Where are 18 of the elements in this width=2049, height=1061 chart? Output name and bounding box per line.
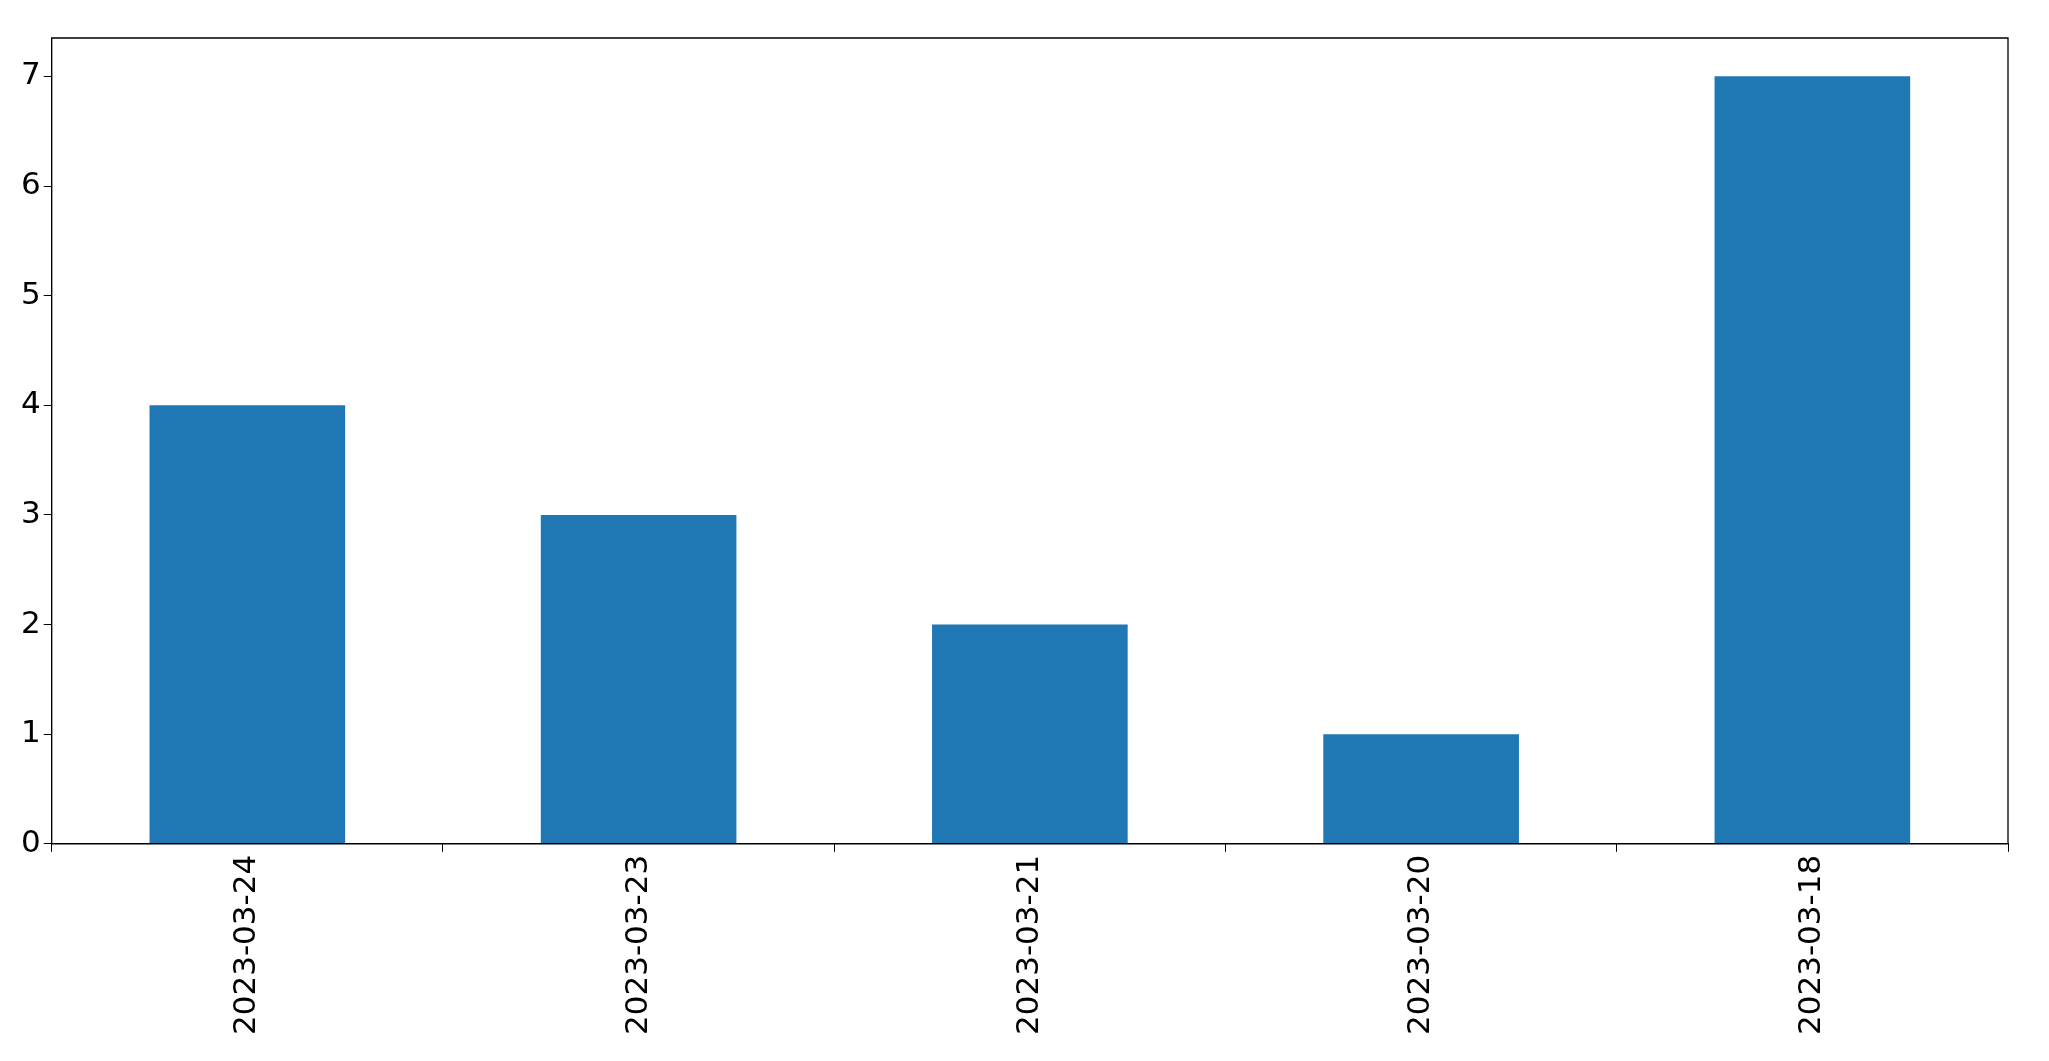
- y-tick-label: 0: [20, 822, 41, 859]
- y-tick-label: 5: [20, 274, 41, 311]
- y-tick-label: 3: [20, 493, 41, 530]
- y-tick-label: 1: [20, 713, 41, 750]
- y-tick-label: 7: [20, 55, 41, 92]
- bar: [149, 405, 346, 844]
- bar: [1714, 76, 1911, 844]
- x-tick-label: 2023-03-23: [617, 854, 654, 1036]
- y-tick-label: 6: [20, 165, 41, 202]
- x-tick-label: 2023-03-18: [1791, 854, 1828, 1036]
- x-tick-label: 2023-03-21: [1008, 854, 1045, 1036]
- bar: [1323, 734, 1519, 844]
- bar: [932, 624, 1128, 844]
- y-tick-label: 4: [20, 384, 41, 421]
- bar: [540, 514, 737, 844]
- y-tick-label: 2: [20, 603, 41, 640]
- x-tick-label: 2023-03-24: [226, 854, 263, 1036]
- x-tick-label: 2023-03-20: [1400, 854, 1437, 1036]
